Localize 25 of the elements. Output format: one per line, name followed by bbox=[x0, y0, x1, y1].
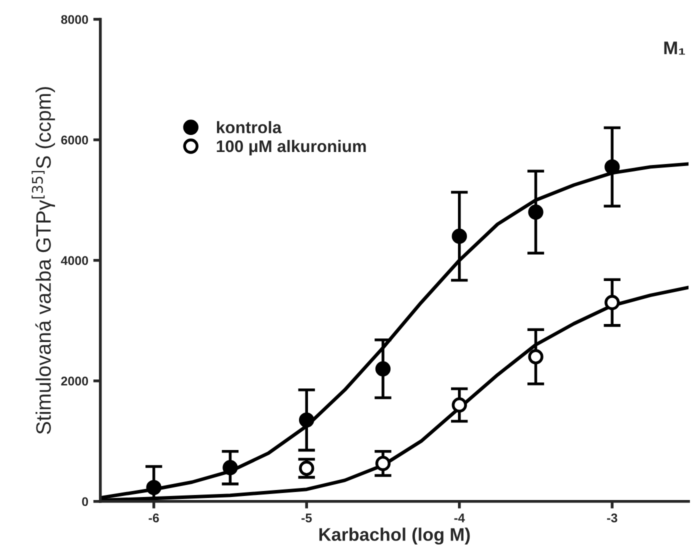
point bbox=[298, 412, 314, 428]
point bbox=[528, 204, 544, 220]
point bbox=[146, 480, 162, 496]
point bbox=[452, 397, 467, 413]
point bbox=[222, 460, 238, 476]
legend-label: 100 μM alkuronium bbox=[216, 140, 366, 156]
point bbox=[375, 361, 391, 376]
point bbox=[452, 228, 467, 244]
x-tick-label: -3 bbox=[607, 514, 618, 522]
annotation: M₁ bbox=[664, 42, 685, 55]
y-axis-title: Stimulovaná vazba GTPγ$^{[35]}$S (ccpm) bbox=[32, 87, 56, 434]
y-tick-label: 2000 bbox=[61, 376, 88, 386]
x-tick-label: -5 bbox=[302, 514, 312, 522]
y-tick-label: 8000 bbox=[61, 15, 88, 24]
legend-label: kontrola bbox=[216, 121, 282, 134]
y-tick-label: 4000 bbox=[60, 256, 88, 265]
x-axis-title: Karbachol (log M) bbox=[319, 528, 470, 545]
point bbox=[528, 349, 544, 364]
y-tick-label: 6000 bbox=[61, 136, 88, 144]
point bbox=[604, 159, 620, 175]
x-tick-label: -4 bbox=[454, 514, 465, 522]
point bbox=[604, 294, 620, 310]
point bbox=[375, 456, 391, 472]
x-tick-label: -6 bbox=[148, 514, 159, 522]
y-tick-label: 0 bbox=[82, 497, 88, 506]
